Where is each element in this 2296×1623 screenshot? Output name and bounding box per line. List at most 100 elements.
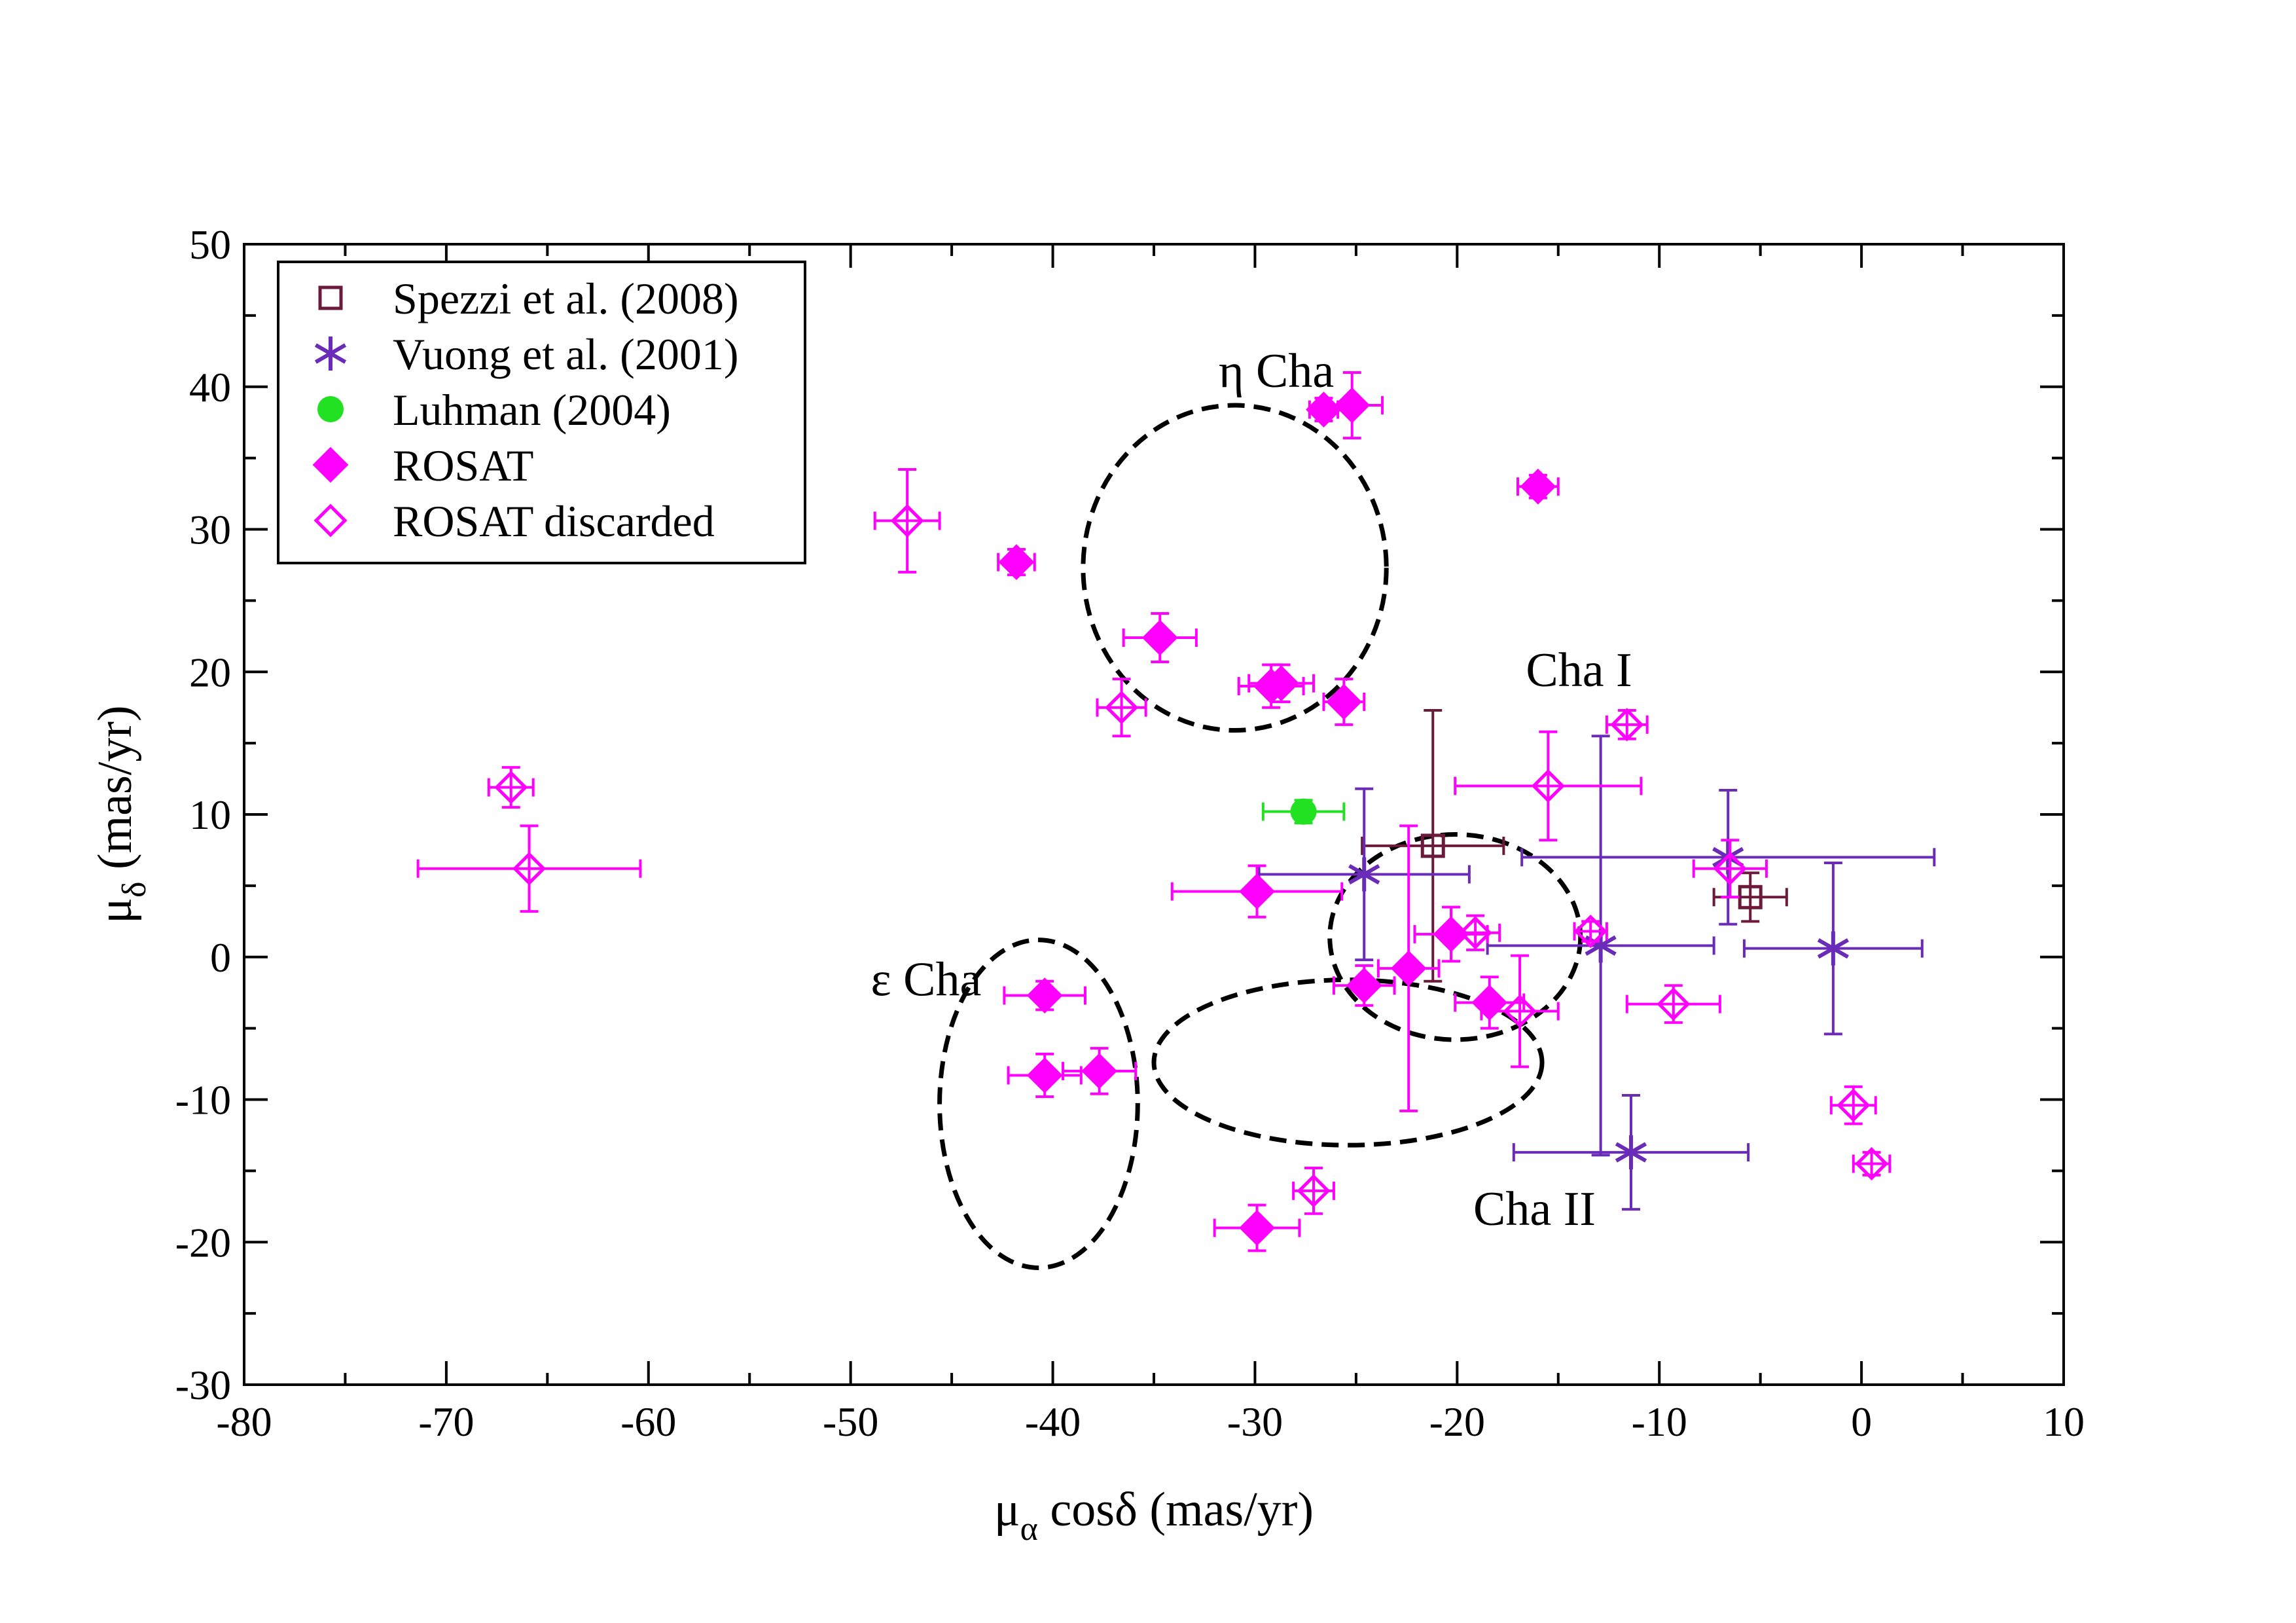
data-point-spezzi bbox=[1361, 709, 1505, 983]
y-axis-label-sub: δ bbox=[116, 882, 153, 898]
marker-filled-circle bbox=[1290, 798, 1317, 825]
data-point-rosat bbox=[1122, 611, 1198, 664]
x-tick-label: -10 bbox=[1632, 1398, 1687, 1445]
cha-ii-ellipse bbox=[1151, 977, 1545, 1148]
marker-filled-diamond bbox=[1141, 619, 1178, 656]
marker-filled-diamond bbox=[1346, 967, 1382, 1004]
data-point-rosat bbox=[1320, 371, 1384, 440]
star-arm bbox=[1348, 864, 1380, 885]
data-point-rosat_discarded bbox=[416, 824, 642, 913]
marker-open-diamond bbox=[1610, 708, 1644, 742]
x-tick-label: -20 bbox=[1429, 1398, 1485, 1445]
marker-open-diamond bbox=[1657, 987, 1691, 1021]
data-point-vuong bbox=[1486, 735, 1715, 1157]
y-tick-label: 20 bbox=[189, 649, 231, 695]
marker-star bbox=[1817, 931, 1849, 966]
data-point-rosat_discarded bbox=[1096, 678, 1147, 738]
x-axis-label-main: μ bbox=[994, 1483, 1020, 1537]
marker-filled-diamond bbox=[1334, 387, 1371, 424]
cha-ii-label: Cha II bbox=[1473, 1182, 1596, 1236]
series-luhman bbox=[1261, 798, 1346, 825]
legend-marker-rosat_discarded bbox=[314, 503, 348, 538]
marker-filled-diamond bbox=[998, 544, 1035, 580]
marker-filled-diamond bbox=[1263, 665, 1300, 702]
legend: Spezzi et al. (2008) Vuong et al. (2001) L… bbox=[277, 261, 806, 564]
star-arm bbox=[1585, 935, 1617, 956]
legend-box bbox=[277, 261, 806, 564]
marker-star bbox=[1615, 1135, 1647, 1170]
x-axis-label-rest: cosδ (mas/yr) bbox=[1038, 1483, 1314, 1537]
legend-label-luhman: Luhman (2004) bbox=[393, 385, 671, 435]
legend-label-spezzi: Spezzi et al. (2008) bbox=[393, 274, 739, 323]
data-point-rosat_discarded bbox=[1829, 1085, 1877, 1125]
legend-marker-rosat bbox=[312, 447, 349, 483]
y-axis-label-main: μ bbox=[88, 898, 142, 924]
marker-filled-diamond bbox=[1026, 977, 1063, 1013]
x-tick-label: -70 bbox=[418, 1398, 474, 1445]
data-point-vuong bbox=[1512, 1093, 1750, 1211]
y-tick-label: 10 bbox=[189, 792, 231, 838]
star-arm bbox=[1615, 1142, 1647, 1163]
marker-open-diamond bbox=[1297, 1174, 1331, 1208]
data-point-rosat_discarded bbox=[1454, 730, 1643, 842]
marker-star bbox=[1348, 857, 1380, 892]
marker-open-diamond bbox=[1531, 769, 1565, 803]
marker-filled-diamond bbox=[1239, 1210, 1275, 1246]
marker-open-diamond bbox=[1458, 916, 1492, 950]
x-tick-label: -80 bbox=[216, 1398, 272, 1445]
data-point-vuong bbox=[1742, 862, 1924, 1036]
y-tick-label: -20 bbox=[175, 1219, 231, 1266]
data-point-rosat_discarded bbox=[873, 468, 941, 574]
x-axis-label: μα cosδ (mas/yr) bbox=[994, 1483, 1314, 1548]
data-point-rosat bbox=[1332, 964, 1396, 1007]
group-annotations: η Cha ε Cha Cha I Cha II bbox=[871, 344, 1632, 1236]
legend-label-rosat: ROSAT bbox=[393, 441, 533, 490]
marker-open-diamond bbox=[890, 503, 924, 538]
cha-i-label: Cha I bbox=[1526, 644, 1632, 697]
y-tick-label: 30 bbox=[189, 507, 231, 553]
marker-open-diamond bbox=[1503, 994, 1537, 1029]
marker-filled-diamond bbox=[1390, 950, 1427, 987]
marker-open-diamond bbox=[1573, 915, 1607, 949]
star-arm bbox=[1817, 938, 1849, 959]
legend-marker-luhman bbox=[317, 396, 344, 422]
data-point-rosat bbox=[997, 544, 1036, 580]
data-point-rosat_discarded bbox=[1573, 915, 1608, 949]
data-point-rosat bbox=[1062, 1047, 1138, 1095]
series-rosat_discarded bbox=[416, 468, 1892, 1215]
data-point-rosat bbox=[1306, 392, 1342, 428]
data-points bbox=[416, 371, 1936, 1252]
data-point-vuong bbox=[1257, 787, 1471, 962]
y-axis-label: μδ (mas/yr) bbox=[88, 705, 153, 923]
y-tick-label: -30 bbox=[175, 1362, 231, 1408]
x-tick-label: 10 bbox=[2043, 1398, 2085, 1445]
data-point-rosat_discarded bbox=[1625, 984, 1721, 1024]
marker-filled-diamond bbox=[1239, 873, 1275, 909]
marker-open-diamond bbox=[512, 852, 547, 886]
eta-cha-label: η Cha bbox=[1219, 344, 1334, 398]
data-point-rosat_discarded bbox=[1480, 954, 1560, 1068]
data-point-rosat bbox=[1247, 663, 1316, 703]
marker-open-square bbox=[1420, 833, 1445, 858]
legend-marker-vuong bbox=[314, 337, 347, 371]
data-point-rosat_discarded bbox=[1605, 708, 1649, 742]
data-point-rosat bbox=[1007, 1052, 1083, 1099]
data-point-rosat bbox=[1213, 1203, 1301, 1252]
eta-cha-ellipse bbox=[1081, 403, 1389, 733]
data-point-luhman bbox=[1261, 798, 1346, 825]
marker-open-diamond bbox=[1837, 1088, 1871, 1122]
data-point-rosat_discarded bbox=[1692, 839, 1768, 899]
legend-label-rosat_discarded: ROSAT discarded bbox=[393, 496, 715, 546]
marker-open-diamond bbox=[494, 771, 528, 805]
marker-open-diamond bbox=[1105, 691, 1139, 725]
x-tick-label: -60 bbox=[620, 1398, 676, 1445]
data-point-rosat bbox=[1003, 977, 1086, 1013]
data-point-rosat bbox=[1376, 824, 1441, 1112]
group-ellipses bbox=[937, 403, 1583, 1270]
legend-marker-spezzi bbox=[318, 285, 343, 310]
y-tick-label: 40 bbox=[189, 364, 231, 410]
marker-filled-diamond bbox=[1520, 468, 1556, 505]
marker-open-diamond bbox=[1713, 852, 1747, 886]
marker-open-square bbox=[1738, 884, 1763, 909]
